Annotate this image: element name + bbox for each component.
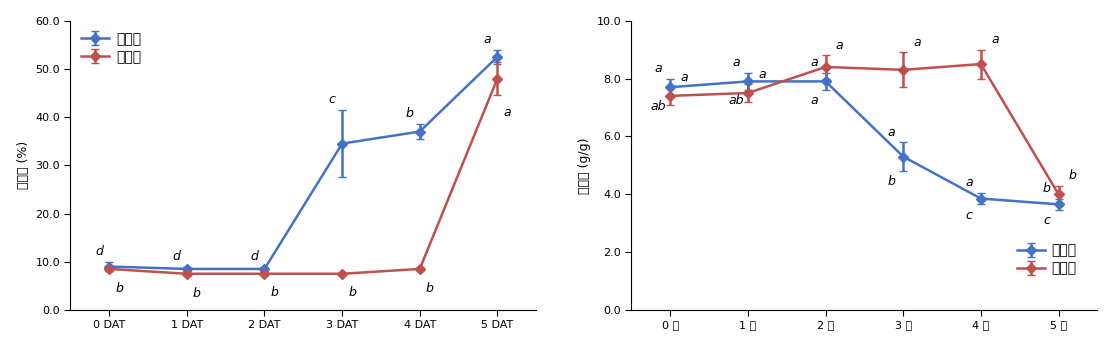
Text: a: a bbox=[991, 33, 998, 46]
Text: a: a bbox=[483, 33, 491, 46]
Text: b: b bbox=[116, 282, 124, 295]
Text: b: b bbox=[405, 108, 413, 120]
Y-axis label: 팝윤력 (g/g): 팝윤력 (g/g) bbox=[578, 137, 590, 194]
Text: c: c bbox=[329, 93, 335, 106]
Legend: 금강밀, 우리밀: 금강밀, 우리밀 bbox=[1013, 239, 1081, 280]
Y-axis label: 용해도 (%): 용해도 (%) bbox=[17, 141, 30, 189]
Text: a: a bbox=[966, 176, 973, 189]
Text: b: b bbox=[349, 286, 356, 299]
Text: d: d bbox=[251, 250, 258, 263]
Legend: 금강밀, 우리밀: 금강밀, 우리밀 bbox=[77, 28, 146, 68]
Text: d: d bbox=[173, 250, 180, 263]
Text: a: a bbox=[810, 94, 818, 108]
Text: c: c bbox=[966, 209, 973, 222]
Text: ab: ab bbox=[651, 100, 666, 113]
Text: b: b bbox=[1043, 182, 1051, 195]
Text: b: b bbox=[888, 176, 896, 188]
Text: c: c bbox=[1044, 214, 1051, 228]
Text: b: b bbox=[193, 287, 201, 300]
Text: a: a bbox=[655, 62, 663, 75]
Text: b: b bbox=[271, 286, 278, 299]
Text: a: a bbox=[681, 71, 688, 84]
Text: a: a bbox=[759, 68, 765, 81]
Text: a: a bbox=[733, 56, 740, 69]
Text: a: a bbox=[888, 126, 896, 139]
Text: a: a bbox=[913, 36, 921, 49]
Text: a: a bbox=[836, 39, 843, 52]
Text: a: a bbox=[810, 56, 818, 69]
Text: ab: ab bbox=[729, 94, 744, 108]
Text: a: a bbox=[504, 106, 511, 119]
Text: b: b bbox=[1068, 169, 1076, 182]
Text: b: b bbox=[426, 282, 433, 295]
Text: d: d bbox=[95, 245, 104, 258]
